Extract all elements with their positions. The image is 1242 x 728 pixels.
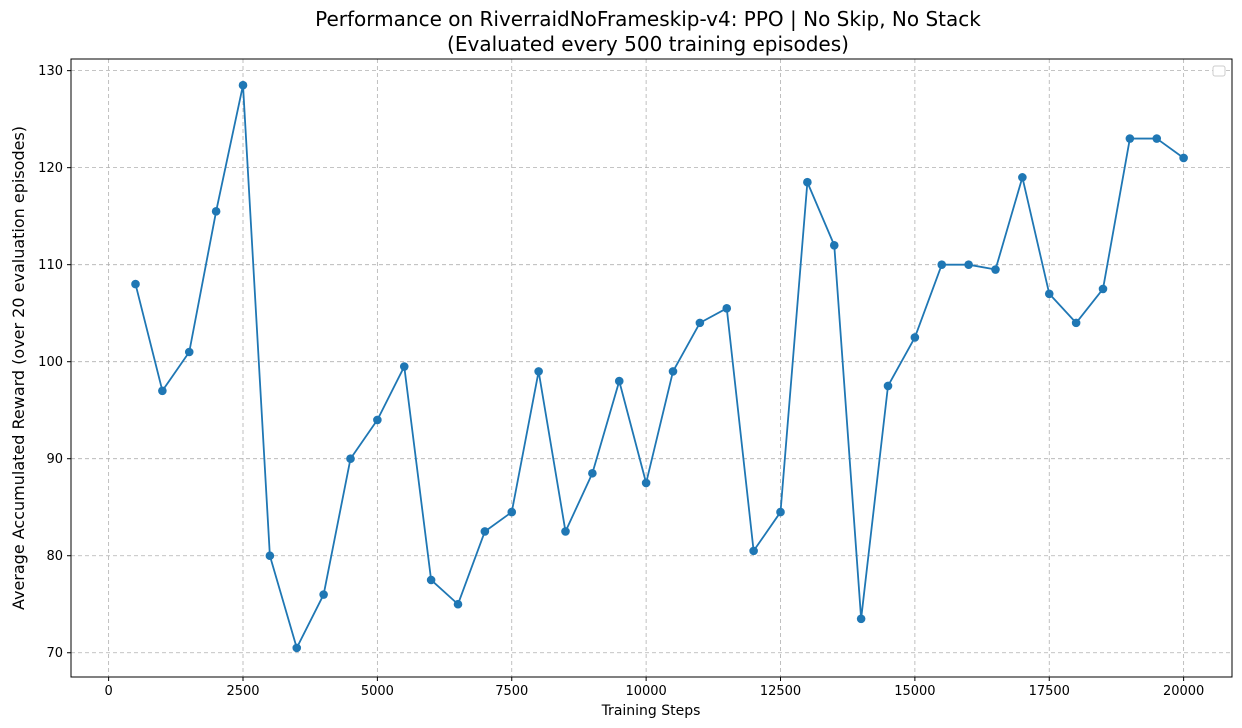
data-point: [534, 367, 543, 376]
chart-title-line-2: (Evaluated every 500 training episodes): [447, 32, 849, 56]
data-point: [695, 318, 705, 328]
data-point: [1044, 289, 1054, 299]
x-tick-label: 20000: [1163, 684, 1204, 699]
plot-area-frame: [70, 58, 1233, 678]
y-tick-label: 130: [38, 64, 63, 79]
data-point: [1018, 173, 1027, 182]
chart-title-line-1: Performance on RiverraidNoFrameskip-v4: …: [315, 7, 981, 31]
data-point: [1125, 134, 1135, 143]
data-point: [883, 381, 893, 391]
data-point: [722, 304, 732, 313]
data-point: [641, 478, 651, 488]
y-tick-label: 100: [38, 355, 63, 370]
x-tick-label: 0: [104, 684, 112, 699]
data-point: [319, 590, 328, 599]
data-point: [991, 265, 1000, 274]
data-point: [265, 551, 275, 561]
y-tick-label: 120: [38, 161, 63, 176]
data-point: [588, 468, 597, 478]
x-axis-label: Training Steps: [601, 703, 701, 719]
data-point: [1098, 284, 1108, 294]
data-point: [453, 599, 463, 609]
data-point: [158, 386, 167, 396]
x-tick-label: 15000: [894, 684, 935, 699]
x-tick-label: 7500: [495, 684, 528, 699]
x-tick-label: 12500: [760, 684, 801, 699]
data-point: [1071, 318, 1081, 328]
data-point: [937, 260, 947, 269]
data-point: [131, 279, 140, 289]
data-point: [856, 614, 866, 624]
axis-ticks: 0 2500 5000 7500 10000 12500 15000 17500 20000 70…: [38, 64, 1204, 699]
data-point: [964, 260, 973, 269]
x-tick-label: 17500: [1029, 684, 1070, 699]
data-point: [211, 207, 221, 216]
data-point: [1179, 153, 1188, 163]
data-point: [749, 546, 758, 556]
data-point: [1152, 134, 1162, 143]
y-tick-label: 90: [46, 452, 63, 467]
data-point: [507, 507, 517, 517]
y-axis-label: Average Accumulated Reward (over 20 eval…: [9, 126, 28, 610]
data-point: [910, 333, 920, 342]
x-tick-label: 5000: [361, 684, 394, 699]
y-tick-label: 80: [46, 549, 63, 564]
data-point: [480, 527, 490, 536]
data-point: [829, 240, 839, 250]
data-point: [346, 454, 355, 464]
data-point: [426, 575, 436, 585]
data-point: [561, 527, 570, 536]
data-point: [668, 367, 678, 376]
data-point: [614, 376, 624, 386]
data-point: [776, 507, 785, 517]
data-point: [373, 415, 382, 425]
data-point: [803, 177, 812, 187]
grid-lines: [71, 59, 1232, 677]
y-tick-label: 110: [38, 258, 63, 273]
data-point: [292, 643, 302, 653]
y-tick-label: 70: [46, 646, 63, 661]
series-line: [134, 84, 1185, 649]
x-tick-label: 2500: [226, 684, 259, 699]
data-point: [399, 362, 409, 371]
data-point: [184, 347, 194, 357]
data-point: [238, 80, 248, 90]
series-group: [131, 80, 1188, 653]
legend-box: [1212, 65, 1226, 77]
x-tick-label: 10000: [625, 684, 666, 699]
